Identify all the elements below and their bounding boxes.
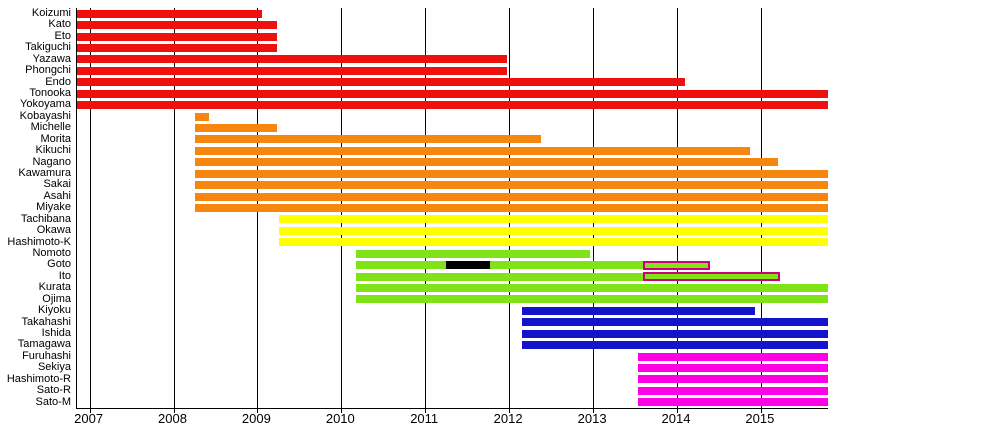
x-tick-label: 2012 bbox=[493, 411, 523, 426]
row-label-tachibana: Tachibana bbox=[20, 212, 71, 225]
timeline-bar-hashimoto-k bbox=[279, 238, 828, 247]
x-tick-label: 2009 bbox=[241, 411, 271, 426]
x-tick-label: 2007 bbox=[74, 411, 104, 426]
row-label-takahashi: Takahashi bbox=[21, 315, 71, 328]
row-label-kiyoku: Kiyoku bbox=[37, 304, 71, 317]
gridline-2008 bbox=[173, 8, 175, 408]
timeline-bar-kawamura bbox=[194, 169, 828, 178]
x-tick-label: 2015 bbox=[745, 411, 775, 426]
timeline-bar-miyake bbox=[194, 204, 828, 212]
row-label-kikuchi: Kikuchi bbox=[35, 144, 71, 157]
row-label-eto: Eto bbox=[54, 29, 71, 42]
x-tick-label: 2013 bbox=[577, 411, 607, 426]
x-tick-label: 2011 bbox=[410, 411, 439, 426]
row-label-sakai: Sakai bbox=[43, 178, 71, 191]
row-label-kobayashi: Kobayashi bbox=[19, 109, 71, 122]
timeline-bar-goto-overlay bbox=[446, 261, 490, 270]
row-label-morita: Morita bbox=[40, 132, 71, 145]
row-label-ito: Ito bbox=[58, 269, 71, 282]
timeline-bar-eto bbox=[77, 32, 277, 41]
x-tick-label: 2008 bbox=[158, 411, 187, 426]
timeline-bar-sato-m bbox=[638, 398, 828, 407]
row-label-tonooka: Tonooka bbox=[29, 87, 71, 99]
timeline-bar-goto bbox=[356, 261, 644, 270]
x-tick-label: 2014 bbox=[661, 411, 691, 426]
timeline-bar-furuhashi bbox=[638, 352, 828, 361]
timeline-bar-tonooka bbox=[77, 89, 828, 98]
timeline-bar-kobayashi bbox=[194, 112, 209, 121]
timeline-bar-sakai bbox=[194, 181, 828, 190]
timeline-bar-ishida bbox=[521, 329, 828, 338]
row-label-furuhashi: Furuhashi bbox=[22, 349, 71, 362]
timeline-bar-koizumi bbox=[77, 9, 263, 18]
timeline-bar-asahi bbox=[194, 192, 828, 201]
x-tick bbox=[89, 408, 91, 413]
x-tick bbox=[257, 408, 259, 413]
x-tick-label: 2010 bbox=[325, 411, 355, 426]
row-label-nagano: Nagano bbox=[32, 155, 71, 168]
x-tick bbox=[677, 408, 678, 413]
timeline-bar-hashimoto-r bbox=[638, 375, 828, 384]
timeline-bar-yazawa bbox=[77, 55, 507, 64]
row-label-sato-m: Sato-M bbox=[35, 395, 71, 408]
timeline-bar-nagano bbox=[194, 158, 778, 167]
x-tick bbox=[173, 408, 175, 413]
timeline-bar-sekiya bbox=[638, 364, 828, 372]
row-label-asahi: Asahi bbox=[43, 189, 71, 202]
row-label-hashimoto-k: Hashimoto-K bbox=[7, 235, 71, 248]
timeline-bar-kato bbox=[77, 21, 277, 30]
timeline-bar-sato-r bbox=[638, 386, 828, 395]
x-tick bbox=[760, 408, 762, 413]
timeline-bar-tamagawa bbox=[521, 341, 828, 350]
timeline-bar-tachibana bbox=[279, 215, 828, 224]
timeline-bar-okawa bbox=[279, 226, 828, 235]
timeline-bar-kikuchi bbox=[194, 146, 750, 155]
row-label-nomoto: Nomoto bbox=[32, 247, 71, 259]
row-labels: Koizumi Kato Eto Takiguchi Yazawa Phongchi End… bbox=[0, 7, 71, 408]
row-label-hashimoto-r: Hashimoto-R bbox=[6, 372, 71, 385]
row-label-goto: Goto bbox=[47, 258, 71, 271]
x-tick bbox=[341, 408, 343, 413]
x-tick bbox=[593, 408, 595, 413]
timeline-bar-takahashi bbox=[521, 318, 828, 327]
row-label-ojima: Ojima bbox=[42, 292, 71, 305]
row-label-sekiya: Sekiya bbox=[37, 361, 71, 374]
timeline-bar-morita bbox=[194, 135, 542, 144]
row-label-michelle: Michelle bbox=[30, 121, 71, 134]
row-label-phongchi: Phongchi bbox=[25, 64, 71, 77]
x-axis: 2007 2008 2009 2010 2011 2012 2013 2014 2015 bbox=[74, 411, 827, 429]
timeline-bar-kurata bbox=[356, 284, 828, 292]
row-label-miyake: Miyake bbox=[36, 201, 71, 214]
row-label-kurata: Kurata bbox=[38, 281, 71, 294]
timeline-bar-ojima bbox=[356, 295, 828, 304]
row-label-ishida: Ishida bbox=[41, 327, 71, 339]
timeline-bar-nomoto bbox=[356, 249, 590, 258]
row-label-okawa: Okawa bbox=[36, 224, 71, 237]
row-label-endo: Endo bbox=[45, 75, 71, 88]
row-label-takiguchi: Takiguchi bbox=[25, 41, 71, 54]
row-label-koizumi: Koizumi bbox=[31, 7, 71, 19]
timeline-bar-ito bbox=[356, 272, 644, 281]
x-tick bbox=[425, 408, 427, 413]
timeline-bar-goto bbox=[643, 260, 711, 270]
x-tick bbox=[509, 408, 511, 413]
row-label-yokoyama: Yokoyama bbox=[20, 98, 71, 111]
row-label-kato: Kato bbox=[48, 18, 71, 31]
timeline-bar-yokoyama bbox=[77, 101, 828, 110]
timeline-bar-michelle bbox=[194, 124, 277, 132]
gridline-2007 bbox=[89, 8, 91, 408]
row-label-sato-r: Sato-R bbox=[36, 384, 71, 397]
row-label-tamagawa: Tamagawa bbox=[17, 338, 71, 351]
row-label-kawamura: Kawamura bbox=[18, 167, 71, 179]
timeline-bar-takiguchi bbox=[77, 44, 277, 52]
timeline-bar-endo bbox=[77, 78, 686, 87]
row-label-yazawa: Yazawa bbox=[32, 52, 71, 65]
timeline-bar-ito bbox=[643, 272, 781, 282]
timeline-bar-kiyoku bbox=[521, 306, 755, 315]
timeline-bar-phongchi bbox=[77, 66, 507, 75]
plot-area bbox=[76, 8, 828, 413]
